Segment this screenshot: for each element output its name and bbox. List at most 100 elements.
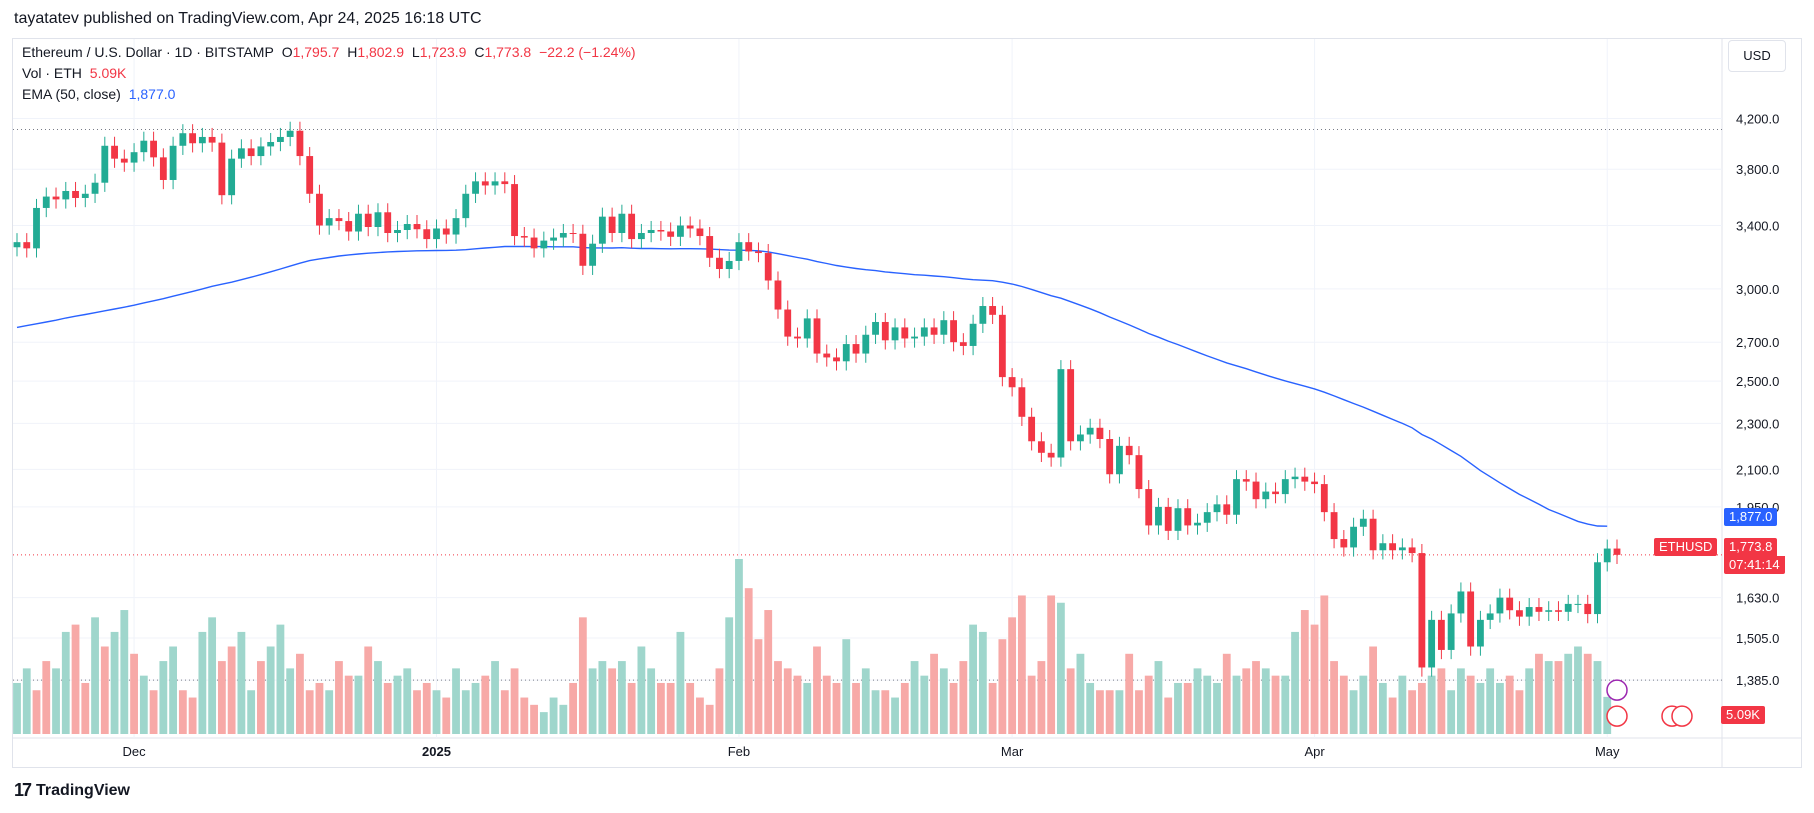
candle-body bbox=[72, 190, 79, 198]
currency-button[interactable]: USD bbox=[1728, 40, 1786, 72]
volume-bar bbox=[1564, 653, 1573, 734]
volume-bar bbox=[61, 631, 70, 734]
candle-body bbox=[267, 141, 275, 147]
volume-bar bbox=[871, 690, 880, 734]
candle-body bbox=[159, 157, 167, 180]
volume-bar bbox=[1515, 690, 1524, 734]
candle-body bbox=[1330, 512, 1338, 540]
candle-body bbox=[637, 233, 645, 240]
volume-bar bbox=[1427, 675, 1436, 734]
candle-body bbox=[647, 229, 655, 234]
volume-bar bbox=[881, 690, 890, 734]
volume-bar bbox=[1437, 668, 1446, 734]
candle-body bbox=[1603, 548, 1611, 563]
volume-bar bbox=[403, 668, 412, 734]
volume-bar bbox=[1486, 668, 1495, 734]
candle-body bbox=[667, 231, 675, 237]
candle-body bbox=[1203, 512, 1211, 523]
volume-bar bbox=[257, 661, 265, 734]
candle-body bbox=[598, 216, 606, 244]
x-tick-label: 2025 bbox=[422, 744, 451, 759]
candle-body bbox=[842, 344, 850, 362]
us-flag-icon bbox=[1671, 705, 1693, 727]
ema-50-line bbox=[16, 245, 1608, 527]
candle-body bbox=[1174, 508, 1182, 531]
volume-bar bbox=[666, 682, 675, 734]
y-tick-label: 3,000.0 bbox=[1736, 282, 1779, 297]
tradingview-brand[interactable]: 17 TradingView bbox=[14, 780, 130, 801]
candle-body bbox=[1135, 455, 1143, 490]
candle-body bbox=[306, 156, 314, 194]
legend-ema-label[interactable]: EMA (50, close) bbox=[22, 86, 121, 102]
candle-body bbox=[1155, 506, 1162, 526]
candle-body bbox=[1018, 387, 1026, 417]
volume-bar bbox=[637, 646, 646, 734]
candle-body bbox=[111, 145, 118, 159]
volume-bar bbox=[227, 646, 236, 734]
volume-bar bbox=[686, 682, 695, 734]
volume-bar bbox=[188, 697, 197, 734]
legend-ohlc-row: Ethereum / U.S. Dollar · 1D · BITSTAMP O… bbox=[22, 44, 640, 60]
candle-body bbox=[1223, 504, 1231, 515]
candle-body bbox=[296, 130, 304, 157]
volume-bar bbox=[1398, 675, 1407, 734]
volume-bar bbox=[13, 682, 21, 734]
volume-bar bbox=[959, 661, 968, 734]
volume-bar bbox=[1213, 682, 1221, 734]
candle-body bbox=[872, 321, 879, 335]
candle-body bbox=[355, 213, 362, 232]
candle-body bbox=[1096, 427, 1104, 439]
volume-bar bbox=[1027, 675, 1036, 734]
volume-bar bbox=[1496, 682, 1504, 734]
candle-body bbox=[1311, 481, 1318, 485]
volume-bar bbox=[1193, 668, 1202, 734]
legend-ema-row: EMA (50, close) 1,877.0 bbox=[22, 86, 179, 102]
y-tick-label: 2,500.0 bbox=[1736, 374, 1779, 389]
candle-body bbox=[1291, 476, 1299, 480]
candle-body bbox=[589, 243, 597, 266]
volume-bar bbox=[754, 639, 763, 734]
volume-bar bbox=[247, 690, 256, 734]
legend-symbol[interactable]: Ethereum / U.S. Dollar · 1D · BITSTAMP bbox=[22, 44, 274, 60]
candle-body bbox=[33, 207, 40, 249]
candle-body bbox=[228, 158, 236, 196]
candle-body bbox=[569, 233, 577, 235]
volume-bar bbox=[1388, 697, 1397, 734]
volume-bar bbox=[559, 704, 568, 734]
candle-body bbox=[540, 240, 548, 249]
legend-volume-value: 5.09K bbox=[89, 65, 127, 81]
candle-body bbox=[1613, 548, 1621, 555]
candle-body bbox=[920, 327, 928, 337]
volume-bar bbox=[1281, 675, 1290, 734]
candle-body bbox=[852, 344, 860, 354]
candle-body bbox=[1467, 591, 1475, 647]
y-tick-label: 4,200.0 bbox=[1736, 112, 1779, 127]
candle-body bbox=[998, 314, 1006, 378]
volume-bar bbox=[305, 690, 314, 734]
candle-body bbox=[384, 212, 392, 234]
legend-low-value: 1,723.9 bbox=[419, 44, 467, 60]
volume-bar bbox=[354, 675, 363, 734]
candle-body bbox=[335, 218, 343, 222]
candle-body bbox=[618, 213, 626, 234]
candle-body bbox=[130, 152, 138, 163]
candle-body bbox=[1535, 607, 1543, 612]
candle-body bbox=[1350, 526, 1357, 548]
volume-bar bbox=[891, 697, 899, 734]
candle-body bbox=[208, 136, 216, 143]
volume-bar bbox=[803, 682, 812, 734]
legend-change: −22.2 (−1.24%) bbox=[539, 44, 636, 60]
chart-frame[interactable] bbox=[12, 38, 1802, 768]
volume-bar bbox=[764, 610, 773, 734]
candle-body bbox=[1037, 441, 1045, 453]
volume-bar bbox=[1271, 675, 1280, 734]
legend-volume-label[interactable]: Vol · ETH bbox=[22, 65, 82, 81]
candle-body bbox=[1408, 547, 1416, 554]
volume-bar bbox=[861, 668, 870, 734]
candle-body bbox=[1145, 489, 1153, 526]
x-tick-label: Mar bbox=[1001, 744, 1024, 759]
candle-body bbox=[189, 133, 197, 144]
candle-body bbox=[374, 212, 382, 227]
volume-bar bbox=[335, 661, 343, 734]
